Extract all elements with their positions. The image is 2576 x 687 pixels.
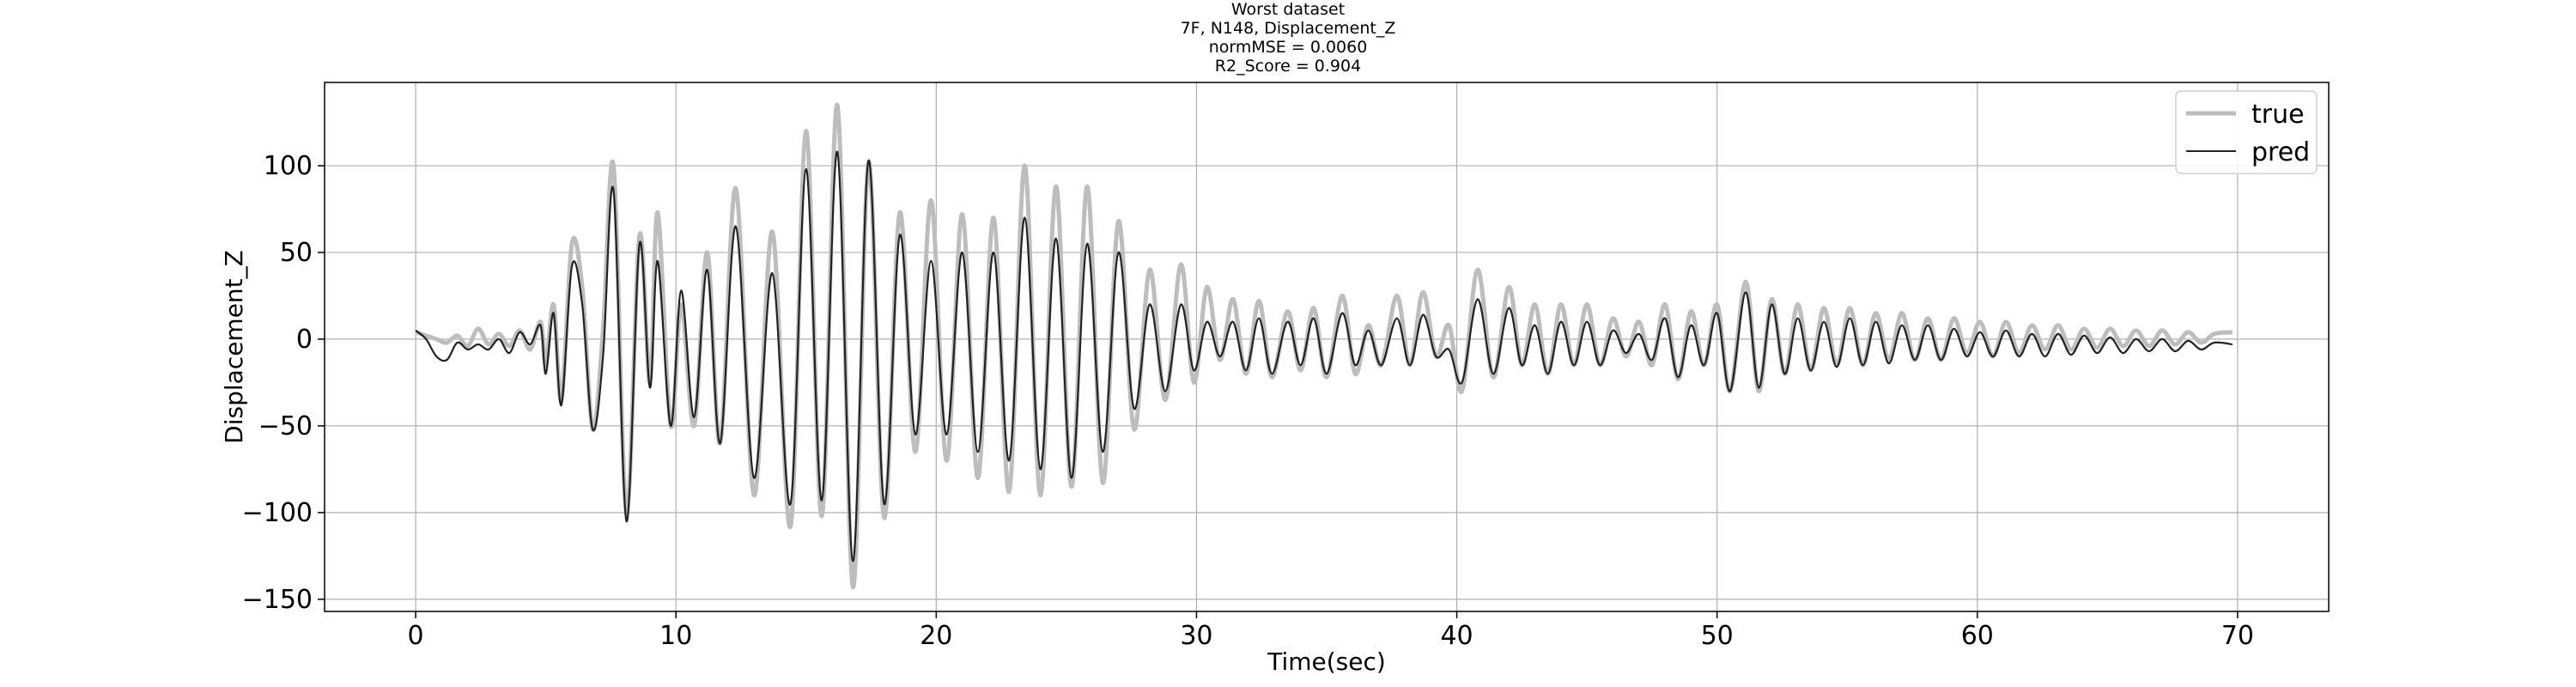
chart-title-line-2: 7F, N148, Displacement_Z — [1180, 19, 1396, 38]
legend-pred-label: pred — [2251, 137, 2310, 167]
y-tick-label: −50 — [258, 411, 313, 441]
x-tick-label: 30 — [1180, 621, 1212, 651]
y-tick-label: 100 — [264, 151, 313, 181]
legend-true-label: true — [2251, 100, 2305, 130]
chart-title-line-3: normMSE = 0.0060 — [1208, 38, 1368, 57]
chart-title-line-1: Worst dataset — [1230, 0, 1346, 19]
x-axis-label: Time(sec) — [1267, 647, 1386, 676]
legend: true pred — [2175, 90, 2318, 174]
series-group — [415, 102, 2233, 590]
x-tick-label: 40 — [1440, 621, 1473, 651]
chart-title-line-4: R2_Score = 0.904 — [1214, 57, 1362, 76]
y-tick-label: 50 — [280, 238, 313, 268]
y-axis-label: Displacement_Z — [220, 250, 248, 444]
y-tick-label: −100 — [242, 498, 313, 528]
ticks: 0 10 20 30 40 50 60 70 −150 −100 −50 0 50 100 — [242, 151, 2254, 651]
x-tick-label: 70 — [2221, 621, 2254, 651]
x-tick-label: 0 — [408, 621, 424, 651]
x-tick-label: 20 — [920, 621, 952, 651]
y-tick-label: 0 — [296, 325, 313, 355]
series-line-true — [415, 102, 2233, 590]
y-tick-label: −150 — [242, 585, 313, 615]
x-tick-label: 50 — [1701, 621, 1734, 651]
x-tick-label: 10 — [659, 621, 692, 651]
x-tick-label: 60 — [1961, 621, 1994, 651]
plot-frame — [324, 82, 2330, 612]
series-line-pred — [415, 150, 2233, 562]
grid — [325, 82, 2329, 611]
